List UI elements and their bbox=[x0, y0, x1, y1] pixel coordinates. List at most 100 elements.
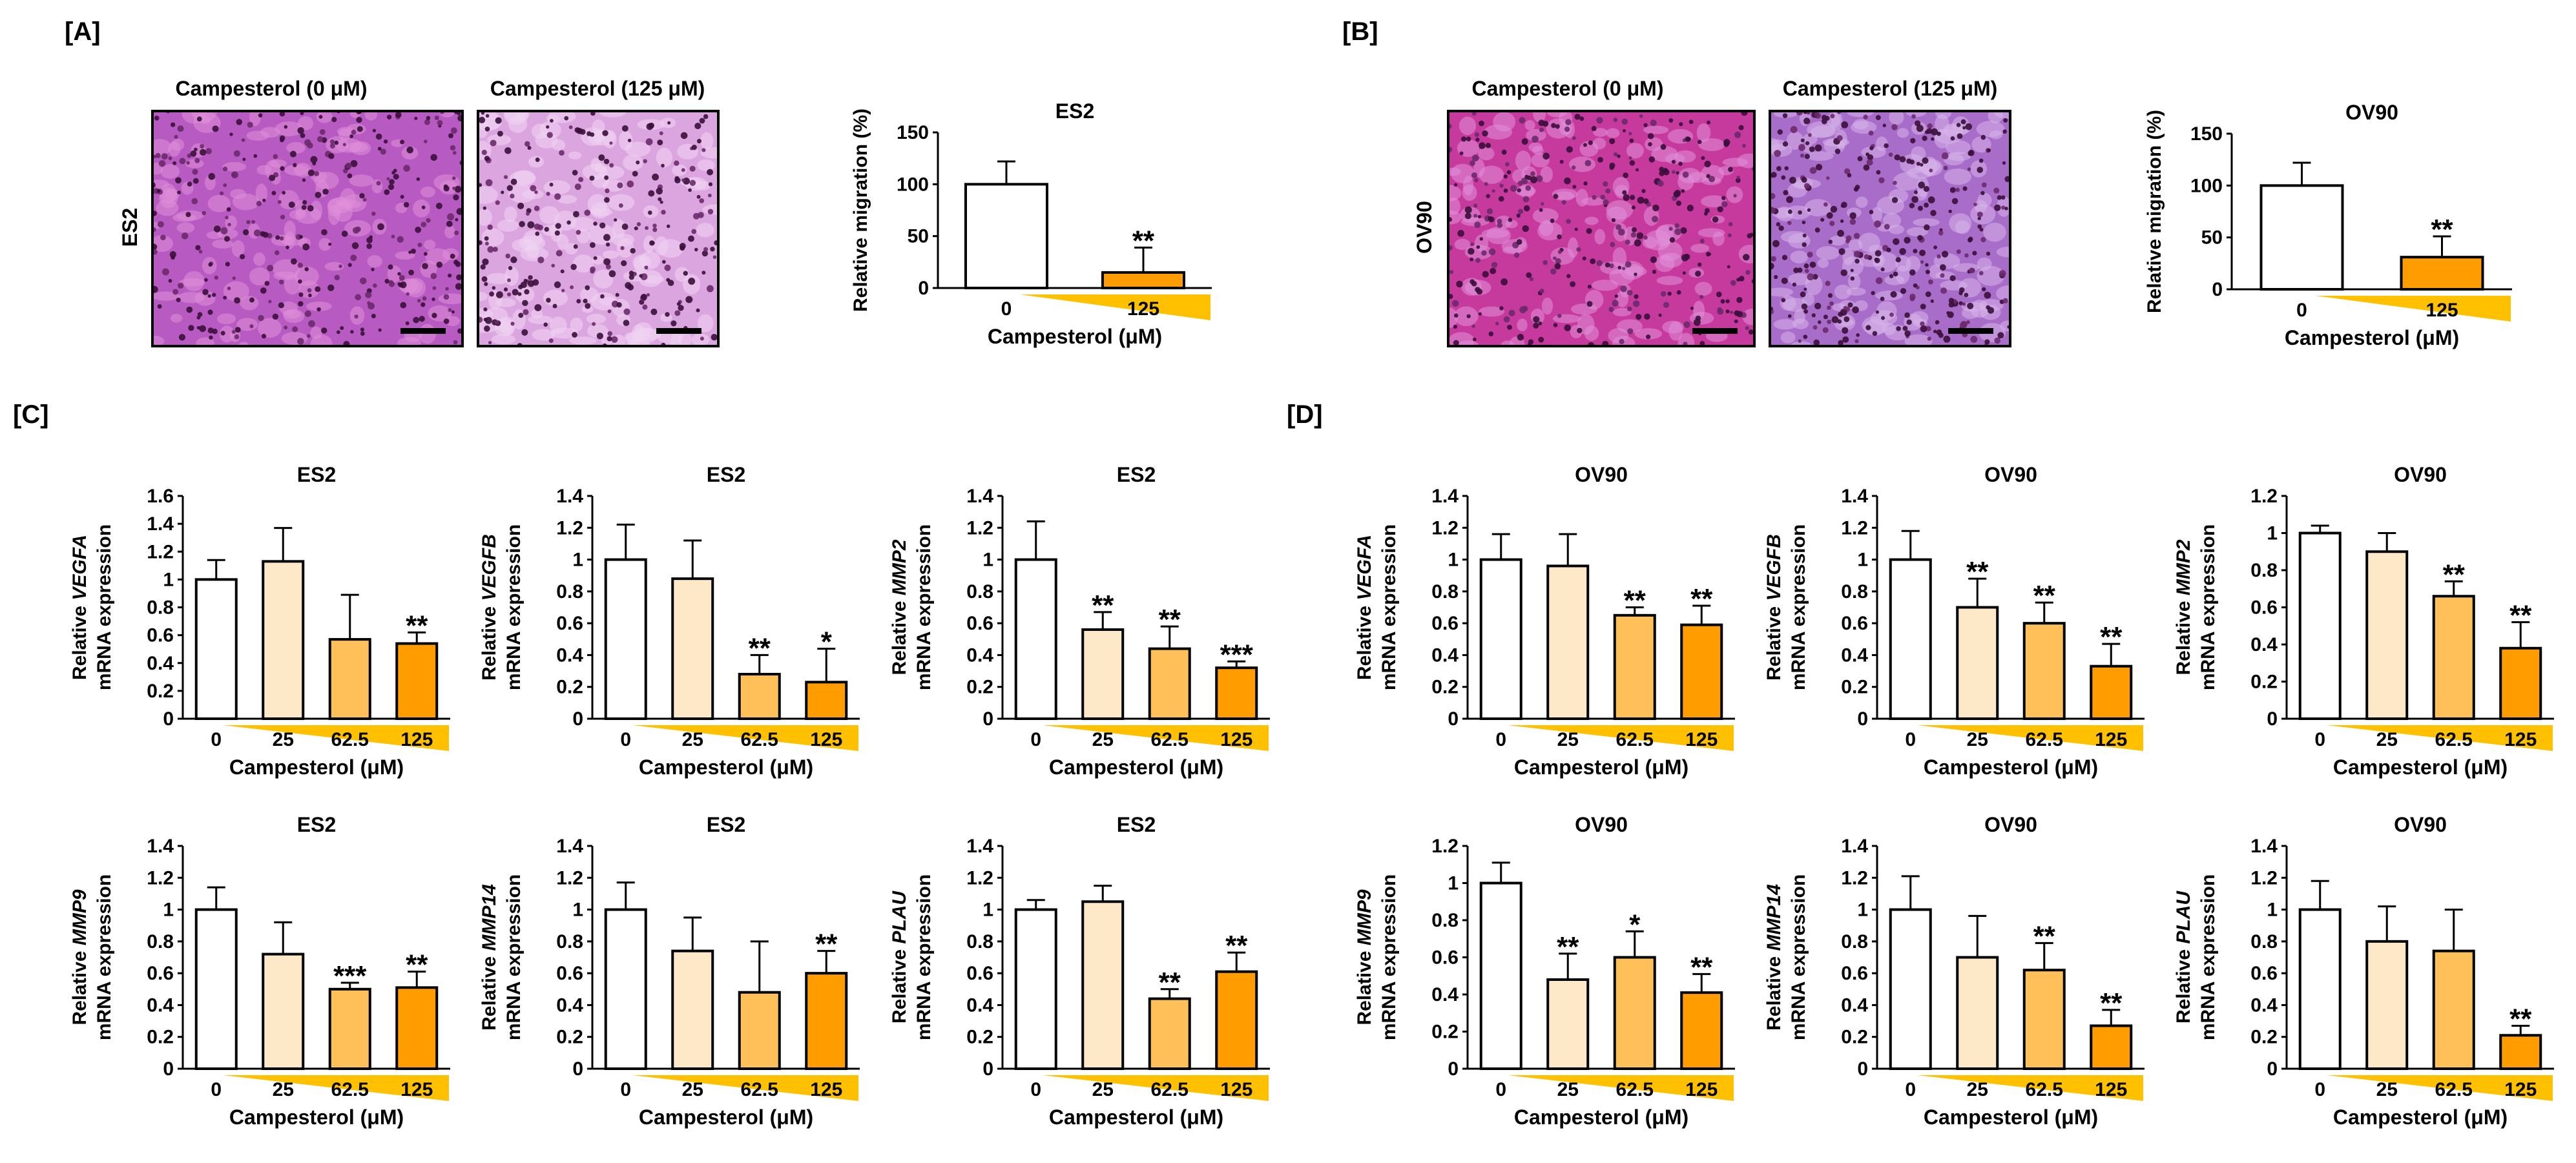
micrograph-nucleus bbox=[177, 125, 184, 132]
micrograph-cell bbox=[1910, 311, 1929, 325]
micrograph-nucleus bbox=[1699, 294, 1704, 299]
micrograph-nucleus bbox=[1564, 177, 1571, 185]
micrograph-nucleus bbox=[1683, 253, 1690, 260]
micrograph-cell bbox=[1690, 243, 1710, 253]
bar bbox=[328, 987, 371, 1071]
micrograph-nucleus bbox=[615, 293, 619, 297]
micrograph-nucleus bbox=[345, 162, 352, 169]
micrograph-nucleus bbox=[1513, 252, 1520, 258]
micrograph-cell bbox=[1656, 237, 1670, 247]
micrograph-nucleus bbox=[366, 237, 373, 243]
micrograph-nucleus bbox=[220, 227, 228, 234]
micrograph-nucleus bbox=[495, 200, 500, 205]
y-axis-title: Relative migration (%) bbox=[850, 108, 871, 312]
x-tick-label: 62.5 bbox=[1616, 1079, 1654, 1100]
y-tick-label: 0.2 bbox=[1431, 1022, 1459, 1043]
micrograph-nucleus bbox=[1940, 273, 1945, 278]
micrograph-nucleus bbox=[350, 330, 354, 334]
micrograph-cell bbox=[1575, 189, 1588, 207]
micrograph-nucleus bbox=[253, 229, 261, 237]
y-tick-label: 1.4 bbox=[1841, 486, 1868, 507]
micrograph-nucleus bbox=[1678, 161, 1683, 166]
micrograph-nucleus bbox=[293, 163, 297, 167]
micrograph-nucleus bbox=[510, 193, 515, 199]
micrograph-nucleus bbox=[481, 276, 488, 282]
micrograph-nucleus bbox=[1948, 298, 1955, 304]
micrograph-title-es2-125: Campesterol (125 μM) bbox=[490, 77, 705, 100]
x-axis-title: Campesterol (μM) bbox=[2285, 326, 2459, 349]
micrograph-nucleus bbox=[700, 336, 704, 341]
micrograph-nucleus bbox=[1676, 171, 1679, 175]
micrograph-nucleus bbox=[1621, 118, 1628, 125]
y-axis-title: Relative VEGFA bbox=[69, 535, 90, 680]
micrograph-nucleus bbox=[1827, 305, 1831, 310]
micrograph-nucleus bbox=[391, 234, 395, 239]
micrograph-nucleus bbox=[644, 265, 649, 270]
x-axis-title: Campesterol (μM) bbox=[639, 1106, 813, 1129]
micrograph-nucleus bbox=[646, 293, 650, 297]
micrograph-nucleus bbox=[1586, 228, 1592, 234]
micrograph-nucleus bbox=[1771, 256, 1776, 262]
micrograph-nucleus bbox=[447, 213, 455, 221]
y-tick-label: 0 bbox=[1857, 1058, 1868, 1080]
bar bbox=[1956, 606, 1999, 720]
micrograph-nucleus bbox=[1683, 321, 1690, 328]
micrograph-nucleus bbox=[1927, 196, 1935, 203]
y-axis-title-line2: mRNA expression bbox=[94, 874, 115, 1040]
micrograph-cell bbox=[1448, 307, 1458, 328]
micrograph-nucleus bbox=[360, 277, 367, 285]
y-axis-title-prefix: Relative bbox=[889, 944, 910, 1024]
micrograph-nucleus bbox=[1783, 190, 1789, 196]
micrograph-nucleus bbox=[314, 170, 320, 176]
micrograph-nucleus bbox=[1538, 321, 1542, 325]
micrograph-nucleus bbox=[1538, 336, 1544, 343]
bar bbox=[2400, 256, 2484, 291]
micrograph-nucleus bbox=[642, 304, 648, 310]
micrograph-cell bbox=[1944, 168, 1972, 185]
micrograph-cell bbox=[152, 235, 173, 252]
micrograph-nucleus bbox=[455, 218, 459, 221]
micrograph-nucleus bbox=[696, 138, 702, 144]
micrograph-nucleus bbox=[278, 302, 284, 309]
micrograph-nucleus bbox=[1993, 187, 2000, 194]
micrograph-cell bbox=[1913, 218, 1940, 227]
micrograph-nucleus bbox=[157, 221, 164, 228]
y-tick-label: 0.8 bbox=[966, 931, 993, 952]
micrograph-nucleus bbox=[1466, 136, 1471, 141]
y-tick-label: 0.4 bbox=[1841, 994, 1868, 1016]
micrograph-nucleus bbox=[315, 191, 322, 198]
chart-title: ES2 bbox=[297, 463, 336, 486]
micrograph-nucleus bbox=[1574, 227, 1578, 231]
dose-wedge bbox=[223, 1075, 449, 1101]
y-tick-label: 0 bbox=[572, 708, 583, 730]
micrograph-nucleus bbox=[1957, 133, 1963, 139]
micrograph-cell bbox=[222, 161, 247, 172]
micrograph-nucleus bbox=[703, 114, 709, 119]
micrograph-cell bbox=[1698, 228, 1725, 238]
micrograph-nucleus bbox=[1539, 127, 1544, 132]
micrograph-cell bbox=[643, 235, 656, 253]
micrograph-nucleus bbox=[160, 234, 166, 241]
micrograph-nucleus bbox=[1916, 125, 1924, 132]
micrograph-nucleus bbox=[605, 188, 610, 194]
bar bbox=[604, 558, 647, 720]
micrograph-nucleus bbox=[1553, 256, 1557, 260]
y-axis-title-prefix: Relative bbox=[479, 951, 500, 1030]
micrograph-cell bbox=[557, 234, 569, 250]
micrograph-cell bbox=[152, 180, 169, 189]
bar bbox=[1148, 647, 1191, 720]
micrograph-nucleus bbox=[1611, 218, 1616, 223]
x-tick-label: 25 bbox=[1557, 729, 1579, 750]
micrograph-nucleus bbox=[1849, 212, 1856, 220]
bar bbox=[2090, 664, 2133, 721]
micrograph-nucleus bbox=[1872, 331, 1878, 336]
micrograph-nucleus bbox=[550, 119, 554, 123]
micrograph-nucleus bbox=[288, 201, 295, 208]
micrograph-nucleus bbox=[413, 316, 420, 324]
y-tick-label: 1 bbox=[1448, 550, 1459, 571]
micrograph-nucleus bbox=[1842, 327, 1849, 334]
micrograph-nucleus bbox=[453, 260, 459, 265]
micrograph-nucleus bbox=[517, 292, 522, 296]
micrograph-nucleus bbox=[534, 223, 541, 230]
